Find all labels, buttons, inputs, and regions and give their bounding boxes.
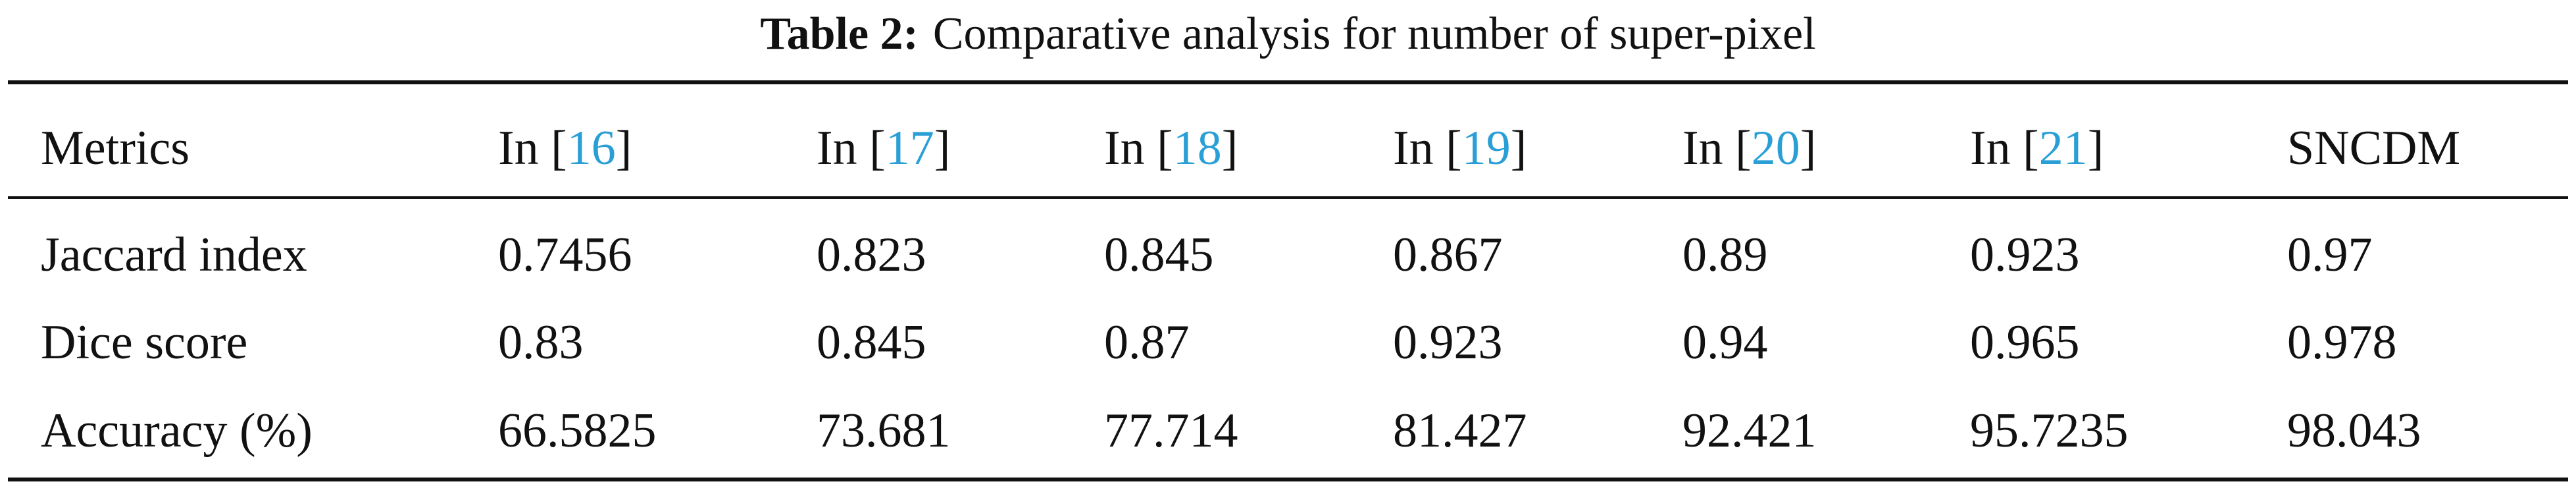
table-cell: 0.89 — [1682, 228, 1768, 282]
bottom-rule — [8, 478, 2568, 481]
table-cell: 92.421 — [1682, 404, 1817, 458]
table-cell: 81.427 — [1393, 404, 1527, 458]
header-prefix: In [ — [1682, 121, 1752, 175]
header-text: Metrics — [41, 121, 190, 175]
top-rule — [8, 80, 2568, 84]
header-cell: In [18] — [1104, 119, 1238, 178]
header-suffix: ] — [2087, 121, 2104, 175]
header-suffix: ] — [1510, 121, 1527, 175]
table-caption: Table 2: Comparative analysis for number … — [0, 8, 2576, 61]
header-cell: In [20] — [1682, 119, 1816, 178]
header-prefix: In [ — [1104, 121, 1173, 175]
table-cell: 0.965 — [1970, 315, 2080, 369]
table-cell: 0.823 — [817, 228, 926, 282]
table-cell: 0.87 — [1104, 315, 1190, 369]
citation-ref: 16 — [567, 121, 616, 175]
table-cell: 73.681 — [817, 404, 951, 458]
citation-ref: 19 — [1461, 121, 1511, 175]
table-cell: 0.7456 — [498, 228, 632, 282]
header-cell: In [19] — [1393, 119, 1527, 178]
header-prefix: In [ — [1393, 121, 1462, 175]
header-suffix: ] — [615, 121, 632, 175]
citation-ref: 20 — [1751, 121, 1800, 175]
row-label: Jaccard index — [41, 228, 307, 282]
citation-ref: 18 — [1173, 121, 1222, 175]
table-cell: 0.97 — [2287, 228, 2373, 282]
table-cell: 98.043 — [2287, 404, 2421, 458]
header-text: SNCDM — [2287, 121, 2461, 175]
table-cell: 66.5825 — [498, 404, 657, 458]
header-cell: In [16] — [498, 119, 632, 178]
citation-ref: 17 — [885, 121, 934, 175]
table-cell: 77.714 — [1104, 404, 1238, 458]
caption-label: Table 2: — [760, 9, 919, 59]
header-rule — [8, 196, 2568, 199]
citation-ref: 21 — [2038, 121, 2088, 175]
caption-text: Comparative analysis for number of super… — [932, 9, 1816, 59]
header-suffix: ] — [1800, 121, 1817, 175]
header-cell: In [17] — [817, 119, 950, 178]
header-cell: SNCDM — [2287, 119, 2460, 178]
table-cell: 0.94 — [1682, 315, 1768, 369]
table-cell: 0.978 — [2287, 315, 2397, 369]
header-suffix: ] — [934, 121, 951, 175]
table-cell: 95.7235 — [1970, 404, 2129, 458]
table-cell: 0.923 — [1970, 228, 2080, 282]
table-cell: 0.867 — [1393, 228, 1503, 282]
table-cell: 0.923 — [1393, 315, 1503, 369]
table-cell: 0.83 — [498, 315, 584, 369]
row-label: Dice score — [41, 315, 248, 369]
header-cell: Metrics — [41, 119, 189, 178]
header-prefix: In [ — [1970, 121, 2039, 175]
header-prefix: In [ — [498, 121, 567, 175]
header-prefix: In [ — [817, 121, 886, 175]
row-label: Accuracy (%) — [41, 404, 313, 458]
header-cell: In [21] — [1970, 119, 2104, 178]
table-cell: 0.845 — [1104, 228, 1214, 282]
table-cell: 0.845 — [817, 315, 926, 369]
header-suffix: ] — [1221, 121, 1238, 175]
